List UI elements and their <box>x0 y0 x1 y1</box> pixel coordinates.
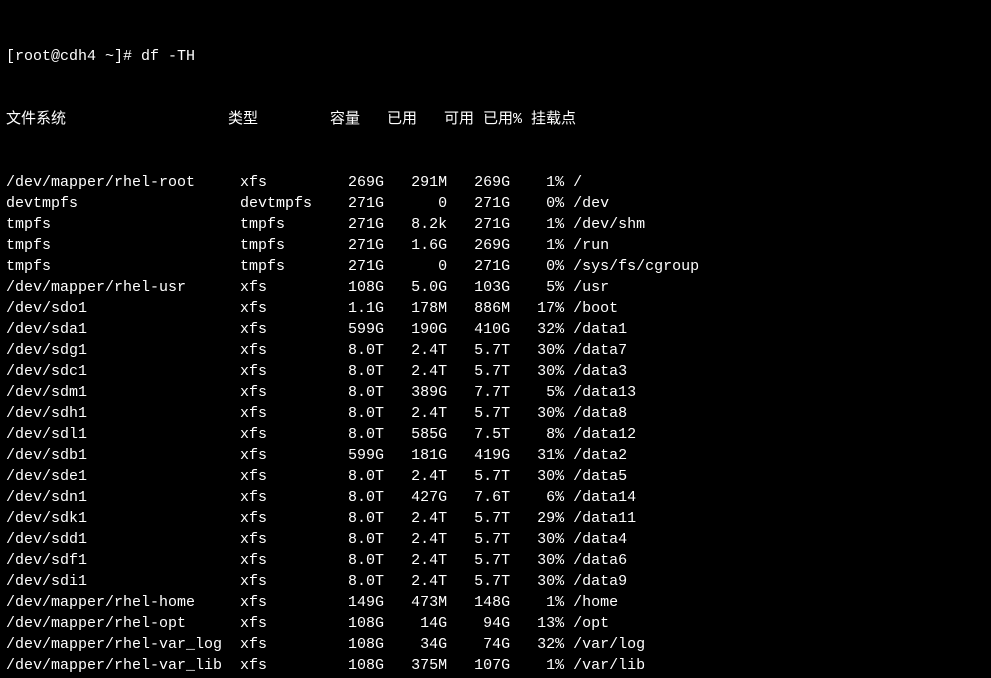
df-row: /dev/sda1 xfs 599G 190G 410G 32% /data1 <box>6 319 985 340</box>
df-header-row: 文件系统 类型 容量 已用 可用 已用% 挂载点 <box>6 109 985 130</box>
df-row: /dev/sdm1 xfs 8.0T 389G 7.7T 5% /data13 <box>6 382 985 403</box>
df-row: /dev/mapper/rhel-var_log xfs 108G 34G 74… <box>6 634 985 655</box>
df-row: /dev/sdo1 xfs 1.1G 178M 886M 17% /boot <box>6 298 985 319</box>
df-row: /dev/sdl1 xfs 8.0T 585G 7.5T 8% /data12 <box>6 424 985 445</box>
df-row: /dev/sde1 xfs 8.0T 2.4T 5.7T 30% /data5 <box>6 466 985 487</box>
df-row: /dev/mapper/rhel-var_lib xfs 108G 375M 1… <box>6 655 985 676</box>
df-row: /dev/sdk1 xfs 8.0T 2.4T 5.7T 29% /data11 <box>6 508 985 529</box>
df-rows: /dev/mapper/rhel-root xfs 269G 291M 269G… <box>6 172 985 678</box>
df-row: /dev/mapper/rhel-root xfs 269G 291M 269G… <box>6 172 985 193</box>
shell-prompt: [root@cdh4 ~]# <box>6 48 141 65</box>
terminal-output[interactable]: [root@cdh4 ~]# df -TH 文件系统 类型 容量 已用 可用 已… <box>0 0 991 678</box>
df-row: /dev/sdb1 xfs 599G 181G 419G 31% /data2 <box>6 445 985 466</box>
df-row: /dev/sdh1 xfs 8.0T 2.4T 5.7T 30% /data8 <box>6 403 985 424</box>
df-row: /dev/sdc1 xfs 8.0T 2.4T 5.7T 30% /data3 <box>6 361 985 382</box>
df-row: /dev/sdi1 xfs 8.0T 2.4T 5.7T 30% /data9 <box>6 571 985 592</box>
df-row: /dev/mapper/rhel-opt xfs 108G 14G 94G 13… <box>6 613 985 634</box>
command-line: [root@cdh4 ~]# df -TH <box>6 46 985 67</box>
df-row: /dev/sdd1 xfs 8.0T 2.4T 5.7T 30% /data4 <box>6 529 985 550</box>
df-row: tmpfs tmpfs 271G 0 271G 0% /sys/fs/cgrou… <box>6 256 985 277</box>
df-row: /dev/mapper/rhel-home xfs 149G 473M 148G… <box>6 592 985 613</box>
df-row: tmpfs tmpfs 271G 8.2k 271G 1% /dev/shm <box>6 214 985 235</box>
df-row: /dev/sdn1 xfs 8.0T 427G 7.6T 6% /data14 <box>6 487 985 508</box>
df-row: /dev/mapper/rhel-usr xfs 108G 5.0G 103G … <box>6 277 985 298</box>
df-row: /dev/sdg1 xfs 8.0T 2.4T 5.7T 30% /data7 <box>6 340 985 361</box>
df-row: devtmpfs devtmpfs 271G 0 271G 0% /dev <box>6 193 985 214</box>
shell-command: df -TH <box>141 48 195 65</box>
df-row: /dev/sdf1 xfs 8.0T 2.4T 5.7T 30% /data6 <box>6 550 985 571</box>
df-row: tmpfs tmpfs 271G 1.6G 269G 1% /run <box>6 235 985 256</box>
